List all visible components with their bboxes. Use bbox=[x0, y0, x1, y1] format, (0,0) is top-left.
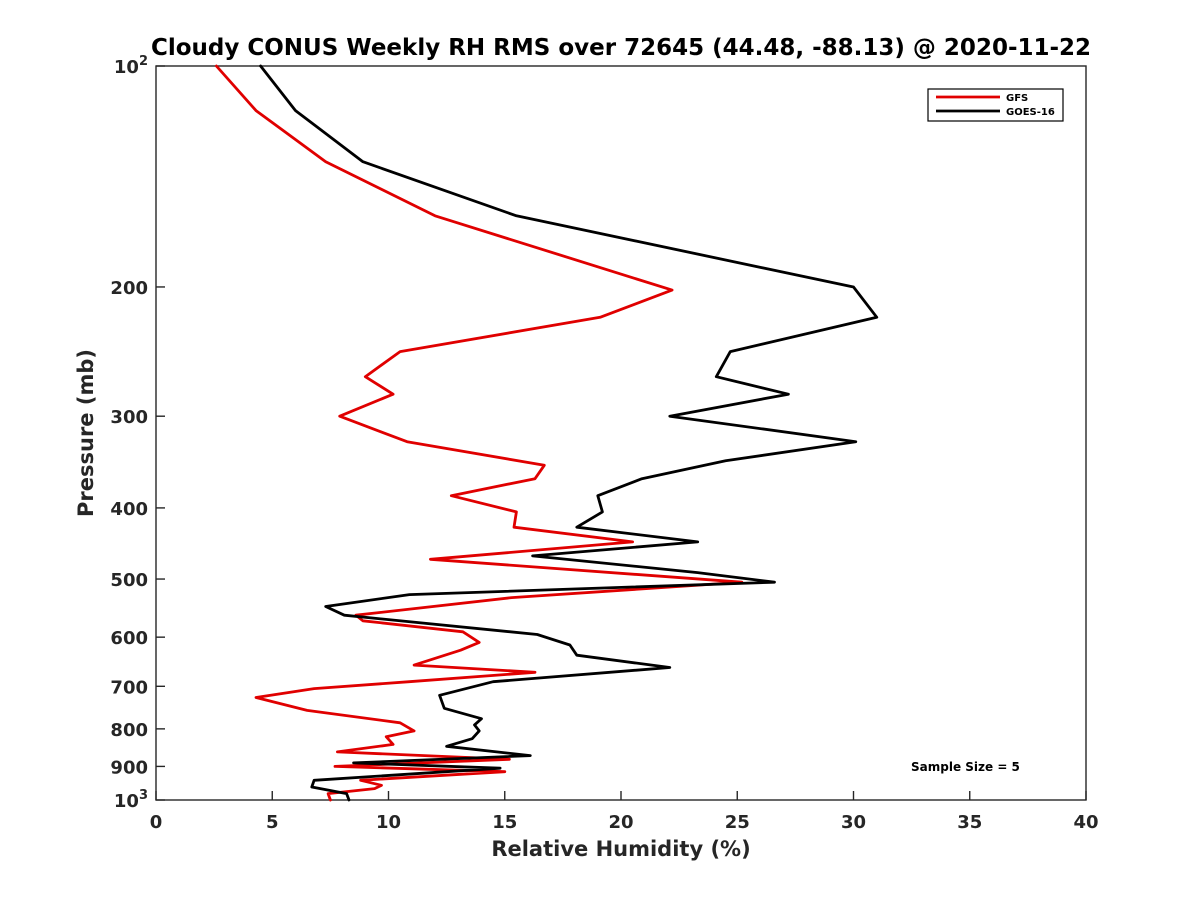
x-tick-label: 25 bbox=[725, 812, 750, 833]
x-tick-label: 35 bbox=[957, 812, 982, 833]
y-axis-label: Pressure (mb) bbox=[74, 349, 98, 517]
y-tick-label: 300 bbox=[110, 407, 148, 428]
y-tick-label: 200 bbox=[110, 278, 148, 299]
y-tick-label: 800 bbox=[110, 720, 148, 741]
x-tick-label: 40 bbox=[1073, 812, 1098, 833]
x-tick-label: 5 bbox=[266, 812, 279, 833]
x-axis-label: Relative Humidity (%) bbox=[491, 837, 750, 861]
y-axis-ticks: 102 200 300 400 500 600 700 800 900 103 bbox=[110, 54, 165, 812]
legend-box bbox=[927, 88, 1064, 122]
x-tick-label: 15 bbox=[492, 812, 517, 833]
y-tick-label: 700 bbox=[110, 677, 148, 698]
legend-label: GFS bbox=[1006, 93, 1028, 104]
y-tick-label: 600 bbox=[110, 628, 148, 649]
y-tick-label: 400 bbox=[110, 499, 148, 520]
x-axis-ticks: 0 5 10 15 20 25 30 35 40 bbox=[150, 791, 1099, 833]
x-tick-label: 30 bbox=[841, 812, 866, 833]
series-layer bbox=[215, 64, 879, 802]
y-tick-label: 103 bbox=[114, 788, 148, 812]
x-tick-label: 10 bbox=[376, 812, 401, 833]
sample-size-annotation: Sample Size = 5 bbox=[911, 760, 1020, 774]
series-line-goes-16 bbox=[259, 64, 879, 802]
x-tick-label: 0 bbox=[150, 812, 163, 833]
x-tick-label: 20 bbox=[608, 812, 633, 833]
y-tick-label: 900 bbox=[110, 757, 148, 778]
y-tick-label: 102 bbox=[114, 54, 148, 78]
legend-label: GOES-16 bbox=[1006, 107, 1055, 118]
legend: GFS GOES-16 bbox=[927, 88, 1064, 122]
y-tick-label: 500 bbox=[110, 570, 148, 591]
chart-title: Cloudy CONUS Weekly RH RMS over 72645 (4… bbox=[151, 35, 1091, 61]
